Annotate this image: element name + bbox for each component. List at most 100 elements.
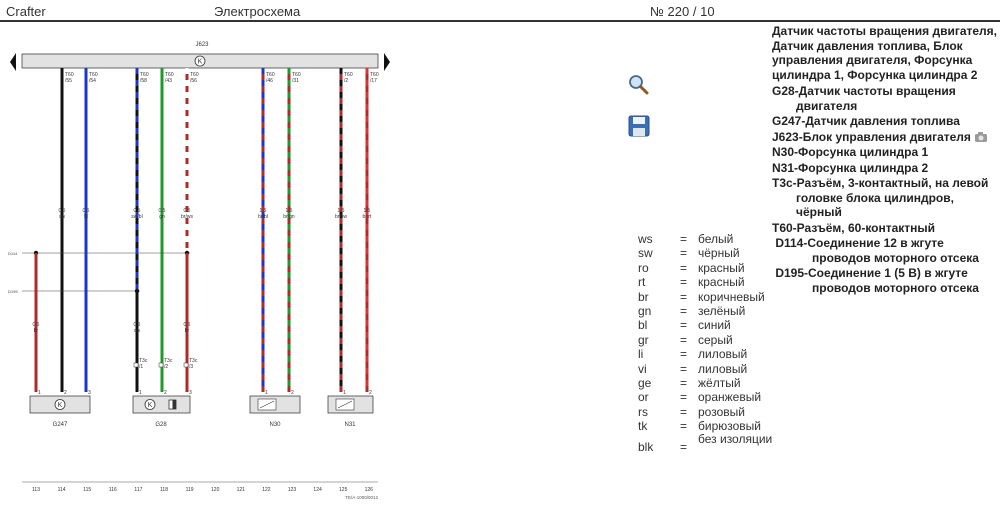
zoom-button[interactable] xyxy=(628,74,650,101)
legend-row: ws = белый xyxy=(638,232,778,246)
legend-color-name: лиловый xyxy=(698,361,748,376)
legend-code: tk xyxy=(638,419,648,434)
legend-row: or = оранжевый xyxy=(638,390,778,404)
component-list-item[interactable]: N31-Форсунка цилиндра 2 xyxy=(772,161,997,176)
component-list-item-continuation: двигателя xyxy=(796,98,858,113)
legend-equals: = xyxy=(680,246,688,261)
legend-row: bl = синий xyxy=(638,318,778,332)
camera-icon[interactable] xyxy=(974,131,988,143)
component-g28[interactable]: K G28 xyxy=(132,395,191,428)
legend-color-name: синий xyxy=(698,318,731,333)
vehicle-model: Crafter xyxy=(6,4,46,19)
wire-5[interactable]: T60/560.5br/ws xyxy=(181,68,199,392)
legend-color-name: красный xyxy=(698,260,745,275)
lower-wire-3[interactable]: 0.5br xyxy=(184,253,191,392)
component-label: G28 xyxy=(155,422,167,428)
wire-gauge-label: 0.5 xyxy=(184,208,191,214)
legend-code: ro xyxy=(638,260,649,275)
legend-color-name: без изоляции xyxy=(698,432,773,447)
t3c-label: T3c xyxy=(164,358,173,364)
legend-row: ge = жёлтый xyxy=(638,376,778,390)
legend-equals: = xyxy=(680,440,688,455)
hall-sensor-fill xyxy=(172,400,176,409)
legend-code: vi xyxy=(638,361,647,376)
floppy-disk-icon xyxy=(628,115,650,137)
legend-code: bl xyxy=(638,318,648,333)
page-number: № 220 / 10 xyxy=(650,4,715,19)
previous-page-arrow-icon[interactable] xyxy=(10,53,16,71)
legend-equals: = xyxy=(680,318,688,333)
component-list-item[interactable]: G28-Датчик частоты вращения двигателя xyxy=(772,84,997,113)
legend-equals: = xyxy=(680,419,688,434)
legend-code: ge xyxy=(638,375,652,390)
component-list-item-main: J623-Блок управления двигателя xyxy=(772,129,971,144)
ecu-label: J623 xyxy=(195,42,209,48)
component-list-item[interactable]: D195-Соединение 1 (5 В) в жгуте проводов … xyxy=(772,266,997,295)
wire-2[interactable]: T60/54 0.5bl xyxy=(83,68,98,392)
color-code-legend: ws = белый sw = чёрный ro = красный rt = красный br =… xyxy=(638,232,778,461)
t3c-pin-label: /3 xyxy=(189,364,193,370)
ruler-number: 124 xyxy=(313,487,322,493)
legend-row: br = коричневый xyxy=(638,290,778,304)
wire-pin-label: /58 xyxy=(140,78,147,84)
ruler-number: 115 xyxy=(83,487,91,493)
ruler-number: 117 xyxy=(134,487,142,493)
legend-color-name: розовый xyxy=(698,404,745,419)
ruler-number: 121 xyxy=(237,487,246,493)
column-ruler: 113 114 115 116 117 118 119 120 121 122 123 124 125 1… xyxy=(22,481,378,493)
header-bar: Crafter Электросхема № 220 / 10 xyxy=(0,0,1000,22)
legend-code: gr xyxy=(638,332,649,347)
save-button[interactable] xyxy=(628,115,650,142)
wire-9[interactable]: T60/17 1.5br/rt xyxy=(363,68,379,392)
wire-gauge-label: 1.5 xyxy=(338,208,345,214)
component-pin-number: 3 xyxy=(88,390,91,396)
component-g247[interactable]: K G247 xyxy=(29,395,91,428)
t3c-pin-label: /1 xyxy=(139,364,143,370)
bus-label: D195 xyxy=(8,289,18,294)
wire-pin-label: /55 xyxy=(65,78,72,84)
component-list-item[interactable]: G247-Датчик давления топлива xyxy=(772,114,997,129)
component-pin-number: 1 xyxy=(265,390,268,396)
component-list-item[interactable]: J623-Блок управления двигателя xyxy=(772,130,997,145)
lower-wire-2[interactable]: 0.5sw xyxy=(134,291,141,392)
injector-coil-diagonal xyxy=(259,400,275,409)
component-list-item-continuation: проводов моторного отсека xyxy=(812,250,979,265)
lower-wire-1[interactable]: 0.5br xyxy=(33,253,40,392)
legend-color-name: бирюзовый xyxy=(698,419,761,434)
diagram-footnote: ТЕ/А-1000/0012 xyxy=(345,495,378,500)
components-group: K G247 K G28 N30 N31 xyxy=(29,395,374,428)
component-list-item[interactable]: D114-Соединение 12 в жгуте проводов мотор… xyxy=(772,236,997,265)
wire-connector-label: T60 xyxy=(165,72,174,78)
wire-pin-label: /56 xyxy=(190,78,197,84)
legend-code: br xyxy=(638,289,649,304)
legend-row: blk = без изоляции xyxy=(638,433,778,461)
next-page-arrow-icon[interactable] xyxy=(384,53,390,71)
component-n30[interactable]: N30 xyxy=(249,395,301,428)
component-pin-number: 2 xyxy=(64,390,67,396)
component-list-item[interactable]: N30-Форсунка цилиндра 1 xyxy=(772,145,997,160)
wire-color-label: br/bl xyxy=(258,214,268,220)
ruler-number: 123 xyxy=(288,487,297,493)
component-list-item[interactable]: T60-Разъём, 60-контактный xyxy=(772,221,997,236)
component-list-item-main: D195-Соединение 1 (5 В) в жгуте xyxy=(772,266,968,280)
wire-color-label: br/gn xyxy=(283,214,295,220)
wire-6[interactable]: T60/46 1.5br/bl xyxy=(258,68,275,392)
legend-row: gr = серый xyxy=(638,333,778,347)
wire-3[interactable]: T60/580.5sw/bl xyxy=(131,68,149,392)
wire-7[interactable]: T60/31 1.5br/gn xyxy=(283,68,301,392)
component-n31[interactable]: N31 xyxy=(327,395,374,428)
wire-8[interactable]: T60/2 1.5br/sw xyxy=(335,68,353,392)
sensor-symbol-k: K xyxy=(148,402,153,409)
component-list-item[interactable]: T3c-Разъём, 3-контактный, на левой головк… xyxy=(772,176,997,220)
wire-1[interactable]: T60/55 0.5sw xyxy=(59,68,74,392)
component-label: N31 xyxy=(344,422,356,428)
component-list-item-main: G247-Датчик давления топлива xyxy=(772,114,960,128)
wires-group: T60/550.5swT60/540.5blT60/580.5sw/blT60/… xyxy=(59,68,379,392)
lower-wire-color: sw xyxy=(134,328,141,334)
legend-row: rs = розовый xyxy=(638,405,778,419)
wire-color-label: sw xyxy=(59,214,66,220)
wire-connector-label: T60 xyxy=(65,72,74,78)
wire-4[interactable]: T60/43 0.5gn xyxy=(159,68,174,392)
legend-color-name: белый xyxy=(698,232,734,246)
t3c-pin-2: T3c/2 xyxy=(158,358,173,370)
